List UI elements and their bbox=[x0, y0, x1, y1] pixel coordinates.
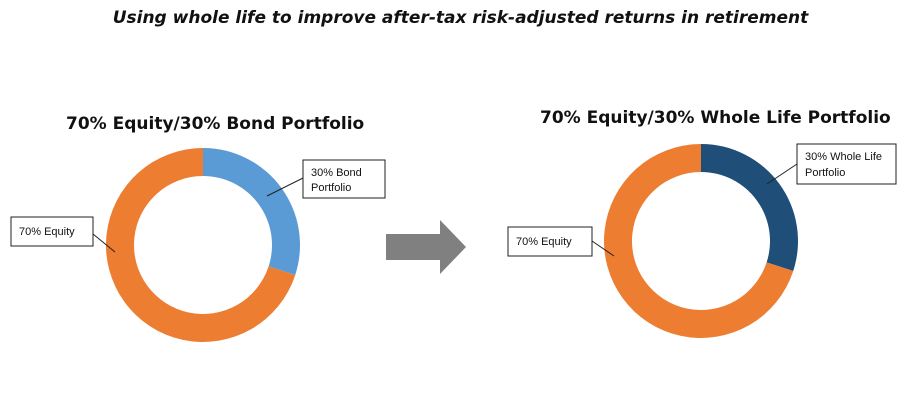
right-chart-title: 70% Equity/30% Whole Life Portfolio bbox=[540, 108, 891, 128]
left-bond-callout-box bbox=[302, 159, 386, 199]
right-equity-leader-line bbox=[591, 240, 615, 257]
left-slice-70-equity bbox=[105, 148, 296, 343]
right-equity-callout-text: 70% Equity bbox=[516, 236, 572, 248]
left-slice-30-bond-portfolio bbox=[203, 148, 300, 275]
left-bond-callout-line2: Portfolio bbox=[311, 182, 351, 194]
left-equity-leader-line bbox=[92, 233, 116, 253]
left-equity-callout-text: 70% Equity bbox=[19, 226, 75, 238]
left-chart-title: 70% Equity/30% Bond Portfolio bbox=[66, 114, 365, 134]
right-donut-chart bbox=[603, 144, 798, 339]
right-wl-leader-line bbox=[766, 163, 798, 185]
left-donut-chart bbox=[105, 148, 300, 343]
left-bond-callout-line1: 30% Bond bbox=[311, 167, 362, 179]
right-slice-70-equity bbox=[603, 144, 794, 339]
left-equity-callout-box bbox=[10, 216, 94, 247]
page-title: Using whole life to improve after-tax ri… bbox=[112, 8, 809, 28]
right-wl-callout-line1: 30% Whole Life bbox=[805, 151, 882, 163]
right-wl-callout-box bbox=[796, 143, 897, 185]
right-slice-30-whole-life-portfolio bbox=[701, 144, 798, 271]
left-bond-leader-line bbox=[266, 177, 304, 197]
right-wl-callout-line2: Portfolio bbox=[805, 167, 845, 179]
transition-arrow-icon bbox=[386, 220, 466, 274]
right-equity-callout-box bbox=[507, 226, 593, 257]
